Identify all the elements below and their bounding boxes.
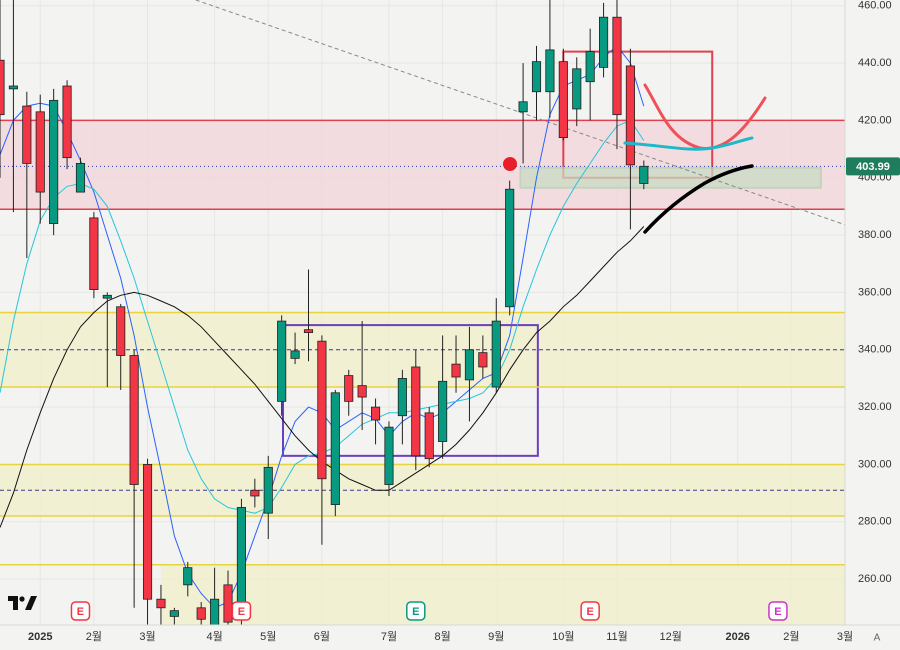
plot-area xyxy=(0,0,845,625)
candle-body xyxy=(545,49,555,93)
candle-body xyxy=(116,306,126,356)
x-tick-label: 2026 xyxy=(725,631,749,643)
candle-body xyxy=(183,567,193,586)
event-marker xyxy=(70,601,91,621)
candle-body xyxy=(210,598,220,625)
candle-body xyxy=(625,65,635,166)
y-tick-label: 280.00 xyxy=(858,516,892,528)
y-tick-label: 420.00 xyxy=(858,114,892,126)
price-tag-label: 403.99 xyxy=(856,161,890,173)
x-tick-label: 3월 xyxy=(139,630,155,643)
candle-body xyxy=(263,466,273,514)
event-label: E xyxy=(412,606,419,618)
x-tick-label: 3월 xyxy=(837,630,853,643)
candle-body xyxy=(585,51,595,83)
candle-body xyxy=(196,607,206,620)
y-tick-label: 380.00 xyxy=(858,229,892,241)
y-tick-label: 460.00 xyxy=(858,0,892,12)
hand-drawn-curve xyxy=(643,164,754,234)
candle-body xyxy=(290,350,300,359)
event-label: E xyxy=(774,606,781,618)
candle-body xyxy=(411,366,421,457)
candle-body xyxy=(330,392,340,505)
candle-body xyxy=(142,464,153,600)
x-tick-label: 11월 xyxy=(606,630,628,643)
zone xyxy=(0,120,845,210)
candle-body xyxy=(344,375,354,402)
x-tick-label: 4월 xyxy=(206,630,222,643)
y-tick-label: 440.00 xyxy=(858,57,892,69)
marker-dot xyxy=(503,157,517,171)
event-label: E xyxy=(238,606,245,618)
candle-body xyxy=(277,320,287,402)
candle-body xyxy=(8,85,18,90)
event-marker xyxy=(768,601,788,621)
candle-body xyxy=(223,584,233,623)
y-tick-label: 260.00 xyxy=(858,573,892,585)
hand-drawn-curve xyxy=(623,136,754,151)
scale-mode: A xyxy=(874,633,881,644)
x-tick-label: 9월 xyxy=(488,630,504,643)
candle-body xyxy=(75,163,86,193)
candle-body xyxy=(357,385,367,398)
candle-body xyxy=(129,355,139,485)
candle-body xyxy=(49,99,59,225)
event-marker xyxy=(580,601,600,621)
candle-body xyxy=(22,105,32,164)
candle-body xyxy=(250,489,260,497)
candle-body xyxy=(384,426,394,485)
candle-body xyxy=(424,412,434,460)
event-marker xyxy=(406,601,426,621)
candle-body xyxy=(156,598,166,609)
candle-body xyxy=(478,352,488,368)
candle-body xyxy=(397,378,407,417)
candle-body xyxy=(370,406,381,421)
candle-body xyxy=(464,349,475,381)
candle-body xyxy=(169,610,179,617)
candle-body xyxy=(518,101,528,113)
candle-body xyxy=(102,294,112,299)
event-marker xyxy=(231,601,252,621)
tv-logo xyxy=(8,596,37,610)
x-tick-label: 5월 xyxy=(260,630,276,643)
y-tick-label: 320.00 xyxy=(858,401,892,413)
x-tick-label: 7월 xyxy=(381,630,397,643)
candle-body xyxy=(612,16,622,116)
y-tick-label: 300.00 xyxy=(858,458,892,470)
x-tick-label: 12월 xyxy=(659,630,681,643)
candle-body xyxy=(639,165,649,184)
trend-line xyxy=(195,0,845,226)
candle-body xyxy=(438,380,448,442)
candle-body xyxy=(451,363,461,378)
candle-body xyxy=(0,59,5,116)
zone xyxy=(160,564,845,625)
candle-body xyxy=(505,188,515,308)
x-tick-label: 8월 xyxy=(434,630,450,643)
candle-body xyxy=(62,85,72,159)
y-tick-label: 340.00 xyxy=(858,344,892,356)
candle-body xyxy=(35,111,45,193)
price-tag xyxy=(846,157,900,176)
candle-body xyxy=(531,61,542,93)
box xyxy=(519,166,822,189)
event-label: E xyxy=(77,606,84,618)
candle-body xyxy=(599,16,609,68)
x-tick-label: 2025 xyxy=(28,631,52,643)
candle-body xyxy=(558,61,568,139)
drawings xyxy=(503,83,767,234)
candle-body xyxy=(572,68,582,110)
x-tick-label: 10월 xyxy=(552,630,574,643)
event-label: E xyxy=(586,606,593,618)
y-tick-label: 360.00 xyxy=(858,286,892,298)
candle-body xyxy=(491,320,501,388)
candle-body xyxy=(317,340,327,480)
candle-body xyxy=(89,217,99,290)
x-tick-label: 2월 xyxy=(783,630,799,643)
candle-body xyxy=(303,329,314,333)
x-tick-label: 2월 xyxy=(86,630,102,643)
x-tick-label: 6월 xyxy=(314,630,330,643)
